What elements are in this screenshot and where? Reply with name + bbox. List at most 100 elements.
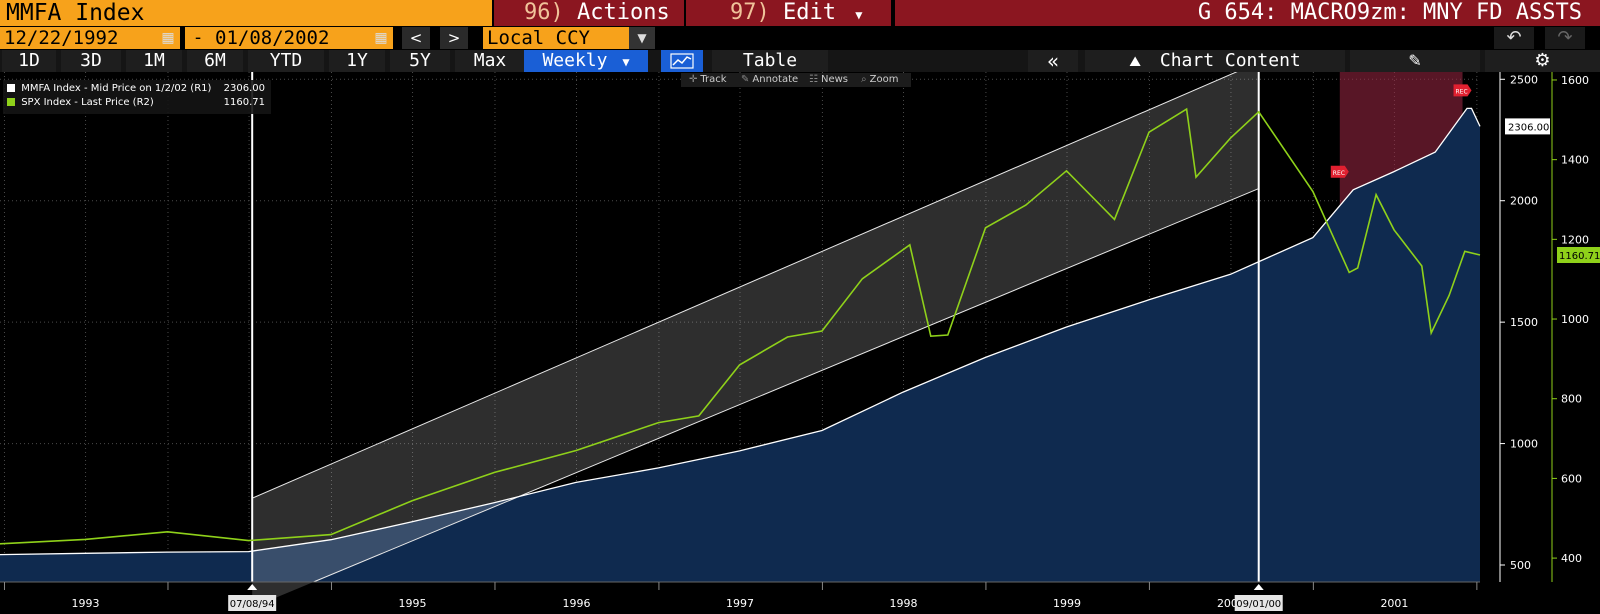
- recession-flag-shape: [1330, 165, 1349, 178]
- edit-button[interactable]: 97) Edit ▼: [686, 0, 891, 26]
- period-6m[interactable]: 6M: [187, 50, 243, 72]
- next-arrow-icon[interactable]: >: [440, 27, 468, 49]
- frequency-select[interactable]: Weekly ▼: [524, 50, 648, 72]
- magnifier-icon: ⌕: [861, 74, 867, 85]
- legend-label: MMFA Index - Mid Price on 1/2/02 (R1): [21, 83, 212, 94]
- left-axis-tick-label: 2000: [1510, 195, 1538, 208]
- pencil-icon[interactable]: ✎: [1350, 50, 1480, 72]
- actions-number: 96): [524, 0, 564, 25]
- spx-last-label: 1160.71: [1559, 251, 1600, 262]
- right-axis-tick-label: 400: [1561, 552, 1582, 565]
- redo-icon[interactable]: ↷: [1545, 27, 1585, 49]
- ticker-field[interactable]: MMFA Index: [0, 0, 492, 26]
- marker-label: 09/01/00: [1236, 599, 1281, 610]
- period-5y[interactable]: 5Y: [390, 50, 450, 72]
- recession-flag: REC: [1330, 165, 1349, 178]
- pencil-small-icon: ✎: [741, 74, 750, 85]
- period-max[interactable]: Max: [455, 50, 525, 72]
- spx-last-label-box: [1557, 246, 1600, 263]
- dropdown-caret-icon[interactable]: ▼: [629, 27, 655, 49]
- legend-item-spx: SPX Index - Last Price (R2) 1160.71: [7, 96, 269, 110]
- recession-flag-label: REC: [1456, 88, 1468, 95]
- date-separator: -: [185, 27, 211, 49]
- recession-flag-shape: [1453, 84, 1472, 97]
- line-chart-icon[interactable]: [661, 50, 703, 72]
- double-chevron-left-icon[interactable]: «: [1028, 50, 1078, 72]
- news-tool[interactable]: ☷ News: [809, 73, 848, 87]
- last-value-labels: 2306.00 1160.71: [1505, 118, 1600, 263]
- end-date-field[interactable]: 01/08/2002: [211, 27, 393, 49]
- right-axis-tick-label: 600: [1561, 472, 1582, 485]
- left-axis-tick-label: 2500: [1510, 73, 1538, 86]
- chart-content-icon: ⛰: [1129, 54, 1142, 70]
- x-axis-tick-label: 1999: [1053, 597, 1081, 610]
- legend-label: SPX Index - Last Price (R2): [21, 97, 154, 108]
- legend-value: 1160.71: [223, 97, 265, 108]
- period-3d[interactable]: 3D: [61, 50, 121, 72]
- channel-upper-line: [251, 72, 1238, 499]
- undo-icon[interactable]: ↶: [1494, 27, 1534, 49]
- right-axis-tick-label: 1600: [1561, 74, 1589, 87]
- x-axis-tick-label: 1996: [563, 597, 591, 610]
- start-date-field[interactable]: 12/22/1992: [0, 27, 180, 49]
- price-chart[interactable]: REC REC 500 1000 1500 2000 2500 400 600 800 1000…: [0, 72, 1600, 614]
- right-axis-tick-label: 1400: [1561, 154, 1589, 167]
- vertical-markers: [251, 72, 1260, 582]
- prev-arrow-icon[interactable]: <: [402, 27, 430, 49]
- track-label: Track: [700, 74, 727, 85]
- annotate-tool[interactable]: ✎ Annotate: [741, 73, 798, 87]
- calendar-icon[interactable]: ▦: [161, 30, 175, 46]
- x-axis-tick-label: 2001: [1380, 597, 1408, 610]
- marker-caret: [247, 584, 258, 590]
- mmfa-last-label-box: [1505, 118, 1550, 135]
- chart-tools-bar: ✛ Track ✎ Annotate ☷ News ⌕ Zoom: [681, 73, 911, 87]
- chart-content-button[interactable]: ⛰ Chart Content: [1085, 50, 1345, 72]
- mmfa-series-line: [0, 107, 1481, 556]
- period-1m[interactable]: 1M: [126, 50, 182, 72]
- zoom-label: Zoom: [869, 74, 899, 85]
- recession-flag: REC: [1453, 84, 1472, 97]
- left-y-axis: 500 1000 1500 2000 2500: [1499, 72, 1538, 582]
- right-axis-tick-label: 1000: [1561, 313, 1589, 326]
- actions-label: Actions: [577, 0, 670, 25]
- marker-label-box: [228, 595, 277, 611]
- trend-channel: [252, 72, 1259, 608]
- track-tool[interactable]: ✛ Track: [689, 73, 727, 87]
- period-1d[interactable]: 1D: [2, 50, 56, 72]
- left-axis-tick-label: 1500: [1510, 316, 1538, 329]
- zoom-tool[interactable]: ⌕ Zoom: [861, 73, 898, 87]
- marker-label: 07/08/94: [230, 599, 275, 610]
- gear-icon[interactable]: ⚙: [1485, 50, 1600, 72]
- dropdown-caret-icon: ▼: [622, 55, 630, 69]
- actions-button[interactable]: 96) Actions ▼: [494, 0, 684, 48]
- chart-content-label: Chart Content: [1159, 50, 1301, 71]
- channel-lower-line: [313, 188, 1259, 583]
- right-axis-tick-label: 800: [1561, 393, 1582, 406]
- x-axis-tick-label: 1998: [889, 597, 917, 610]
- x-axis-tick-label: 1993: [72, 597, 100, 610]
- legend-swatch: [7, 98, 15, 106]
- table-button[interactable]: Table: [712, 50, 828, 72]
- legend-item-mmfa: MMFA Index - Mid Price on 1/2/02 (R1) 23…: [7, 82, 269, 96]
- dropdown-caret-icon: ▼: [855, 8, 863, 22]
- frequency-label: Weekly: [542, 50, 608, 71]
- legend-value: 2306.00: [223, 83, 265, 94]
- x-axis-tick-label: 1997: [726, 597, 754, 610]
- x-axis: 1993 1995 1996 1997 1998 1999 2000 200107/08/94…: [0, 581, 1480, 611]
- right-axis-tick-label: 1200: [1561, 233, 1589, 246]
- marker-caret: [1253, 584, 1264, 590]
- currency-select[interactable]: Local CCY: [483, 27, 655, 49]
- recession-flags: REC REC: [1330, 84, 1472, 178]
- period-ytd[interactable]: YTD: [248, 50, 324, 72]
- period-1y[interactable]: 1Y: [329, 50, 385, 72]
- legend: MMFA Index - Mid Price on 1/2/02 (R1) 23…: [3, 80, 271, 114]
- legend-swatch: [7, 84, 15, 92]
- mmfa-area-fill: [0, 108, 1480, 583]
- left-axis-tick-label: 500: [1510, 559, 1531, 572]
- annotate-label: Annotate: [752, 74, 799, 85]
- right-y-axis: 400 600 800 1000 1200 1400 1600: [1551, 72, 1589, 582]
- title-bar: MMFA Index 96) Actions ▼ 97) Edit ▼ G 65…: [0, 0, 1600, 48]
- calendar-icon[interactable]: ▦: [374, 30, 388, 46]
- edit-label: Edit: [783, 0, 836, 25]
- left-axis-tick-label: 1000: [1510, 438, 1538, 451]
